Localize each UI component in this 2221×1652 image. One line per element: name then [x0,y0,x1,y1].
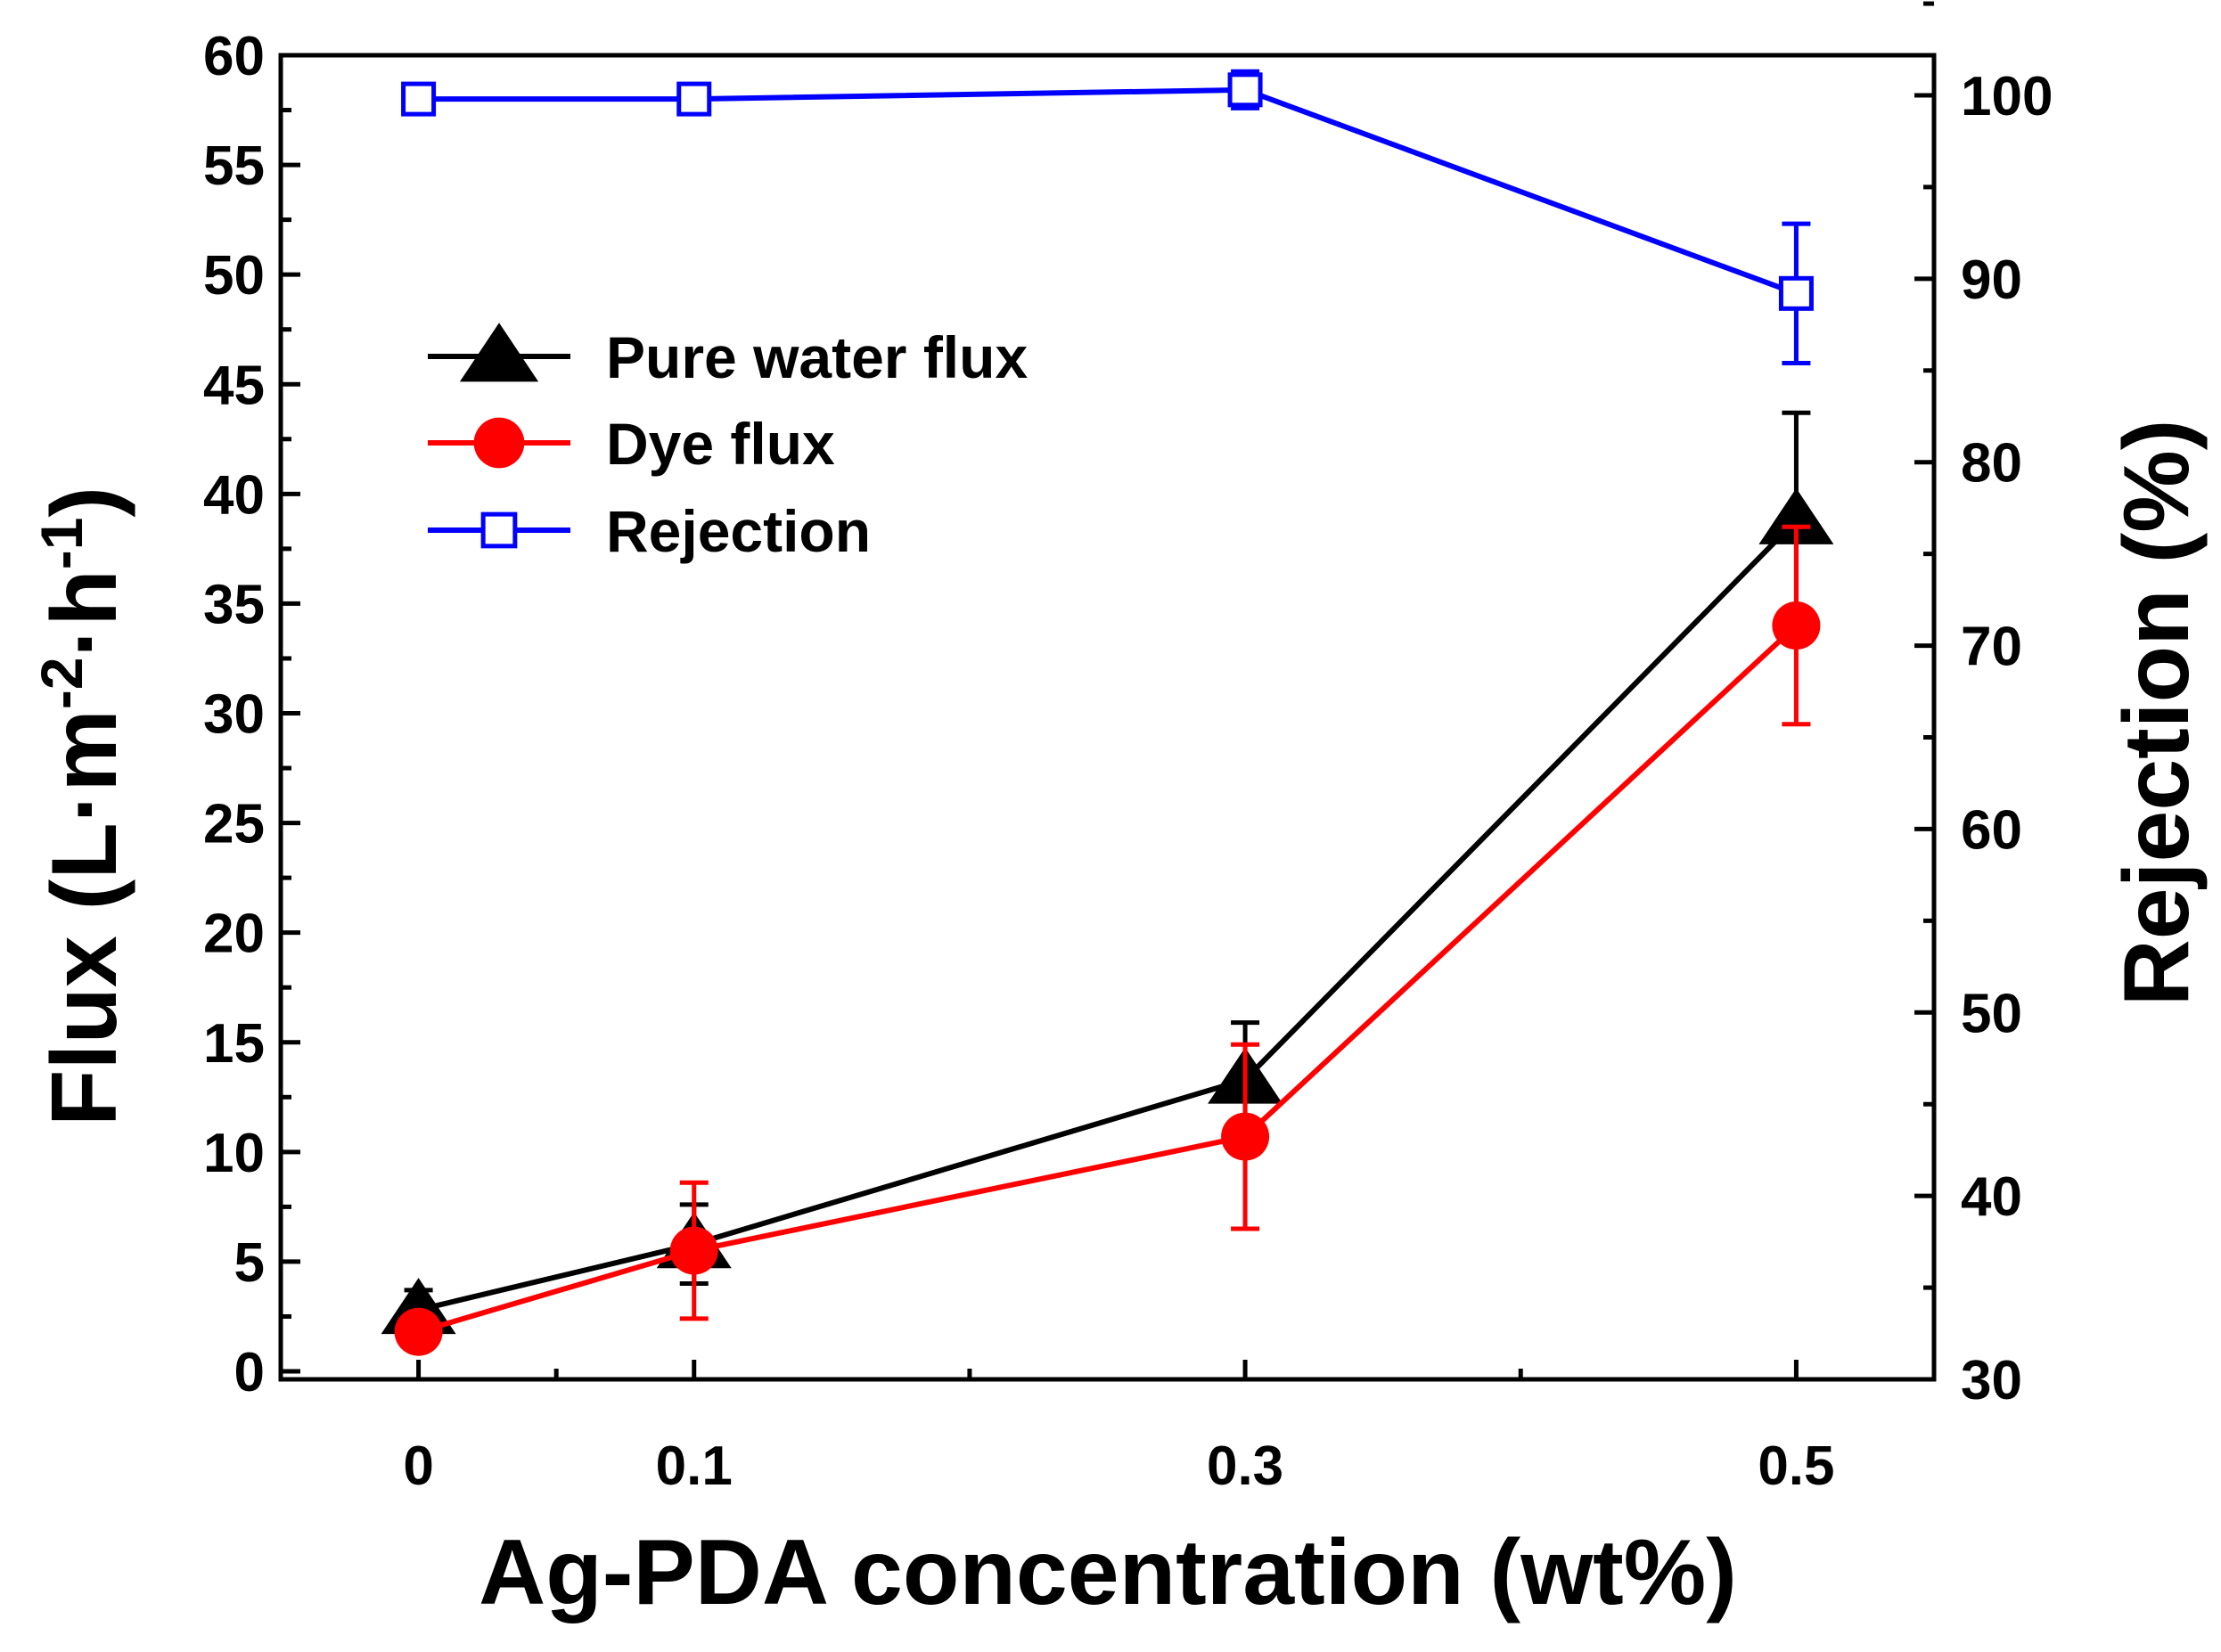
legend: Pure water flux Dye flux Rejection [428,323,1028,564]
x-tick-label: 0 [403,1435,433,1497]
data-point [394,1307,443,1356]
x-tick-label: 0.5 [1758,1435,1834,1497]
y-left-tick-label: 35 [203,574,265,635]
y-left-label-end: ) [33,487,136,518]
y-right-tick-label: 30 [1961,1350,2022,1411]
data-point [1227,72,1263,108]
data-point [1772,601,1821,650]
y-left-tick-label: 30 [203,684,265,746]
y-left-label-sup1: -2 [29,657,94,709]
legend-label: Pure water flux [606,324,1028,390]
data-point [669,1226,718,1275]
plot-frame [278,53,1937,1382]
y-axis-label-right: Rejection (%) [2105,420,2209,1007]
legend-marker [459,323,539,382]
legend-marker [473,417,525,469]
legend-label: Rejection [606,498,871,564]
y-right-tick-label: 40 [1961,1166,2022,1228]
y-left-tick-label: 20 [203,904,265,965]
y-left-tick-label: 5 [234,1232,265,1294]
data-point [1221,1112,1270,1161]
data-point [676,81,712,117]
y-left-label-mid: ·h [33,569,136,657]
legend-label: Dye flux [606,411,835,477]
y-left-tick-label: 25 [203,794,265,855]
data-point [401,81,437,117]
y-left-tick-label: 0 [234,1342,265,1403]
series-line [417,623,1799,1335]
y-right-tick-label: 80 [1961,433,2022,495]
y-right-tick-label: 70 [1961,617,2022,678]
y-right-tick-label: 60 [1961,799,2022,861]
y-left-tick-label: 60 [203,26,265,87]
legend-marker [480,511,518,549]
series-layer [381,69,1834,1356]
series-line [418,86,1798,297]
series-line [417,518,1799,1313]
y-left-tick-label: 45 [203,355,265,416]
y-right-tick-label: 90 [1961,249,2022,311]
y-left-label-main: Flux (L·m [33,709,136,1126]
x-axis-label: Ag-PDA concentration (wt%) [479,1521,1737,1624]
y-right-tick-label: 100 [1961,66,2053,127]
y-left-tick-label: 15 [203,1013,265,1075]
data-point [1778,275,1814,311]
y-right-tick-label: 50 [1961,983,2022,1044]
axes-layer: 0 5 10 15 20 25 30 35 40 45 50 55 60 30 40 50 60 70 80 90 10… [203,1,2053,1497]
data-point [1758,487,1834,544]
y-left-tick-label: 55 [203,135,265,197]
y-axis-label-left: Flux (L·m-2·h-1) [29,487,136,1126]
y-left-tick-label: 40 [203,464,265,526]
y-left-label-sup2: -1 [29,518,94,570]
x-tick-label: 0.3 [1207,1435,1283,1497]
y-left-tick-label: 50 [203,245,265,307]
x-tick-label: 0.1 [656,1435,733,1497]
y-left-tick-label: 10 [203,1123,265,1184]
